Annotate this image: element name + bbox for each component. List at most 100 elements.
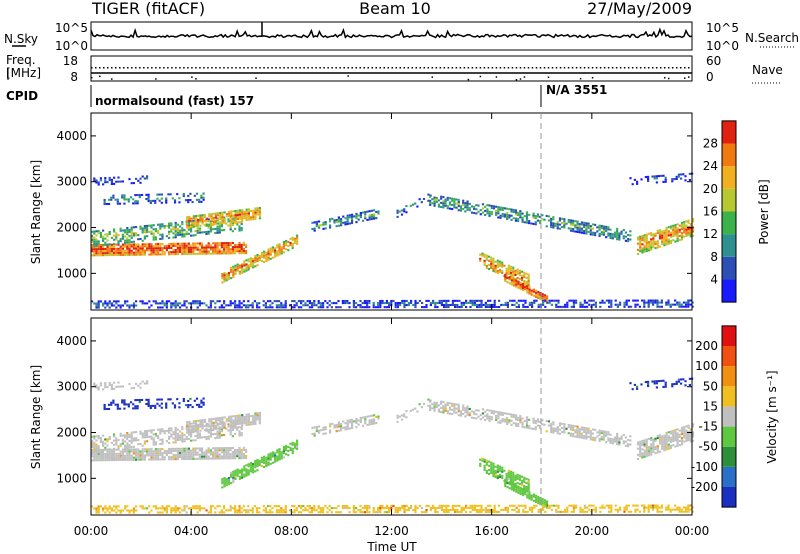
velocity-cell	[254, 462, 257, 465]
velocity-cell	[506, 412, 509, 415]
velocity-cell	[291, 505, 294, 508]
power-cell	[296, 234, 299, 237]
power-cell	[165, 306, 168, 309]
power-cell	[470, 211, 474, 214]
nave-dot	[663, 67, 666, 69]
velocity-cell	[242, 452, 245, 456]
velocity-cell	[521, 494, 524, 497]
velocity-cell	[282, 509, 285, 512]
power-cell	[223, 211, 226, 214]
velocity-cell	[179, 455, 182, 459]
power-cell	[282, 241, 286, 244]
velocity-cell	[650, 447, 653, 450]
power-cell	[445, 306, 448, 309]
power-cell	[499, 206, 502, 209]
velocity-cell	[236, 414, 239, 417]
velocity-cell	[685, 425, 688, 428]
velocity-cell	[643, 443, 646, 446]
power-cell	[556, 221, 559, 224]
power-cell	[220, 250, 223, 253]
power-cell	[451, 199, 454, 202]
power-cell	[132, 306, 135, 309]
power-cell	[148, 300, 151, 303]
power-cell	[183, 302, 186, 305]
velocity-cell	[313, 509, 316, 512]
velocity-cell	[123, 401, 126, 404]
power-cell	[271, 306, 274, 309]
power-cell	[687, 301, 690, 304]
velocity-cell	[121, 450, 124, 453]
power-cell	[532, 212, 535, 215]
power-cell	[674, 228, 677, 231]
power-cell	[429, 303, 432, 307]
power-cell	[170, 228, 173, 231]
velocity-cell	[190, 433, 193, 436]
velocity-cell	[183, 455, 186, 458]
velocity-cell	[629, 443, 632, 446]
power-cell	[503, 213, 507, 216]
velocity-cell	[245, 509, 248, 512]
velocity-cell	[124, 458, 127, 461]
nave-dot	[663, 76, 666, 79]
power-cell	[245, 210, 248, 213]
power-cell	[512, 208, 515, 211]
velocity-cell	[291, 511, 294, 514]
power-cell	[539, 298, 542, 301]
power-cell	[198, 242, 201, 245]
power-cell	[311, 221, 314, 224]
velocity-cell	[282, 446, 286, 449]
power-cell	[552, 224, 555, 227]
velocity-cell	[490, 471, 493, 474]
velocity-cell	[236, 511, 239, 514]
power-cell	[537, 292, 540, 295]
velocity-cell	[530, 498, 533, 501]
power-cell	[91, 230, 94, 233]
power-cell	[519, 287, 522, 291]
power-cell	[249, 257, 253, 260]
power-cell	[501, 269, 504, 272]
power-cell	[501, 213, 504, 216]
power-cell	[262, 304, 265, 307]
power-cell	[469, 301, 472, 304]
power-cell	[589, 229, 592, 232]
velocity-cell	[591, 436, 595, 439]
velocity-cell	[545, 500, 549, 503]
power-cell	[245, 252, 248, 255]
velocity-cell	[278, 456, 281, 459]
velocity-cell	[669, 436, 673, 439]
velocity-cell	[225, 420, 228, 423]
power-cell	[274, 247, 277, 250]
velocity-cell	[128, 509, 131, 512]
velocity-cell	[174, 456, 177, 459]
power-cell	[231, 217, 234, 220]
velocity-cell	[481, 408, 485, 411]
power-cell	[523, 284, 527, 287]
velocity-cell	[143, 456, 146, 459]
power-cell	[650, 240, 653, 243]
velocity-cell	[102, 442, 105, 445]
velocity-cell	[317, 429, 321, 432]
velocity-cell	[207, 455, 210, 458]
ytick-label: 4000	[56, 129, 87, 143]
power-cell	[669, 239, 673, 242]
velocity-cell	[121, 452, 124, 455]
velocity-cell	[313, 432, 316, 435]
power-cell	[410, 299, 413, 302]
power-cell	[137, 253, 140, 256]
velocity-cell	[591, 428, 595, 431]
power-cell	[532, 214, 535, 217]
velocity-cell	[227, 429, 230, 432]
power-cell	[265, 255, 268, 258]
power-cell	[496, 259, 499, 262]
power-cell	[656, 231, 659, 235]
velocity-cell	[209, 435, 212, 438]
velocity-cell	[258, 413, 261, 417]
velocity-cell	[185, 455, 188, 458]
power-cell	[168, 230, 171, 233]
power-cell	[216, 225, 219, 228]
power-cell	[221, 275, 224, 278]
velocity-cell	[176, 509, 179, 512]
velocity-cell	[495, 414, 498, 417]
power-cell	[154, 236, 157, 239]
velocity-cell	[232, 476, 235, 479]
